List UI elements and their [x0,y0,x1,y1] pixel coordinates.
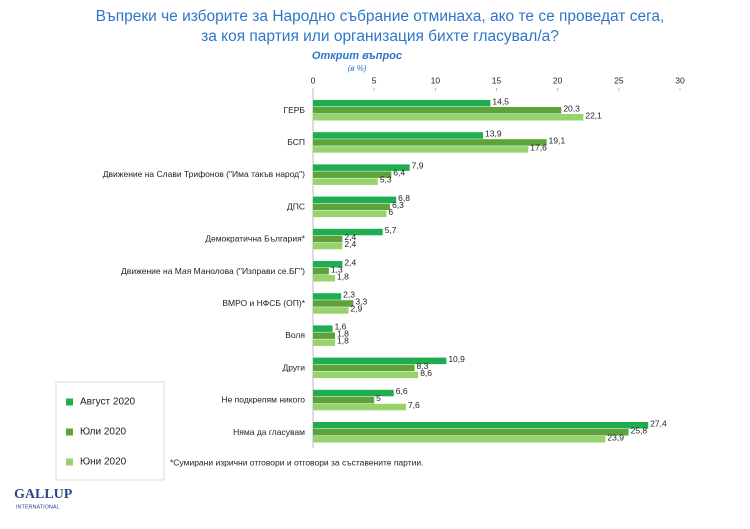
bar [313,228,383,236]
value-label: 2,4 [344,257,356,267]
value-label: 5 [376,393,381,403]
bar [313,132,484,139]
footnote: *Сумирани изрични отговори и отговори за… [170,457,423,467]
legend-label: Юни 2020 [80,457,127,468]
value-label: 1,8 [337,329,349,339]
bar [313,268,329,275]
category-label: Движение на Мая Манолова ("Изправи се.БГ… [121,266,305,276]
value-label: 20,3 [563,103,580,113]
bar [313,396,375,404]
bar [313,307,349,314]
chart-title: Въпреки че изборите за Народно събрание … [96,8,665,25]
value-label: 2,9 [350,303,362,313]
bar [313,210,387,218]
x-tick-label: 20 [553,75,563,85]
value-label: 1,3 [331,264,343,274]
bar [313,357,447,365]
category-label: Не подкрепям никого [221,395,305,405]
category-label: ДПС [287,201,305,211]
bar [313,429,629,436]
bar [313,171,392,178]
value-label: 17,6 [530,142,547,152]
value-label: 10,9 [448,354,465,364]
bar [313,242,343,250]
category-label: Други [283,362,306,372]
legend-box [55,381,165,481]
value-label: 5,7 [385,225,397,235]
value-label: 5,3 [380,175,392,185]
x-tick-label: 15 [492,75,502,85]
bar [313,300,354,307]
value-label: 8,3 [417,361,429,371]
value-label: 6 [388,207,393,217]
bar [313,164,410,171]
bar [313,293,342,300]
bar [313,403,406,411]
legend-label: Юли 2020 [80,427,127,438]
category-label: Воля [285,330,305,340]
bar [313,261,343,268]
category-label: БСП [287,137,305,147]
value-label: 19,1 [549,135,566,145]
value-label: 7,6 [408,400,420,410]
bar [313,107,562,114]
value-label: 13,9 [485,128,502,138]
logo: INTERNATIONAL [16,504,60,510]
chart-title: за коя партия или организация бихте глас… [201,28,559,45]
bar [313,100,491,107]
subtitle: Открит въпрос [312,50,402,62]
bar [313,339,336,346]
category-label: Няма да гласувам [233,427,305,437]
bar [313,196,397,204]
x-tick-label: 10 [431,75,441,85]
value-label: 25,8 [631,425,648,435]
logo: GALLUP [14,487,73,502]
bar [313,146,529,153]
unit-label: (в %) [348,64,367,73]
bar [313,325,333,332]
legend-swatch [66,398,73,406]
legend-swatch [66,458,73,466]
category-label: Демократична България* [205,234,305,244]
bar [313,235,343,243]
value-label: 6,8 [398,193,410,203]
value-label: 8,6 [420,368,432,378]
value-label: 14,5 [492,96,509,106]
value-label: 2,4 [344,239,356,249]
value-label: 2,3 [343,289,355,299]
value-label: 22,1 [585,110,602,120]
value-label: 2,4 [344,232,356,242]
value-label: 23,9 [607,432,624,442]
value-label: 1,8 [337,271,349,281]
bar [313,178,378,185]
category-label: ВМРО и НФСБ (ОП)* [222,298,305,308]
value-label: 6,3 [392,200,404,210]
legend-swatch [66,428,73,436]
x-tick-label: 30 [675,75,685,85]
value-label: 3,3 [355,296,367,306]
bar [313,139,547,146]
x-tick-label: 25 [614,75,624,85]
bar [313,371,419,379]
value-label: 27,4 [650,418,667,428]
value-label: 6,6 [396,386,408,396]
bar [313,389,394,397]
legend-label: Август 2020 [80,397,136,408]
value-label: 1,8 [337,336,349,346]
value-label: 6,4 [393,168,405,178]
x-tick-label: 0 [311,75,316,85]
x-tick-label: 5 [372,75,377,85]
bar [313,114,584,121]
bar [313,275,336,282]
bar [313,203,391,211]
bar [313,436,606,443]
value-label: 7,9 [412,161,424,171]
category-label: ГЕРБ [283,105,305,115]
bar [313,364,415,372]
bar [313,422,649,429]
category-label: Движение на Слави Трифонов ("Има такъв н… [103,169,305,179]
bar [313,332,336,339]
value-label: 1,6 [335,322,347,332]
